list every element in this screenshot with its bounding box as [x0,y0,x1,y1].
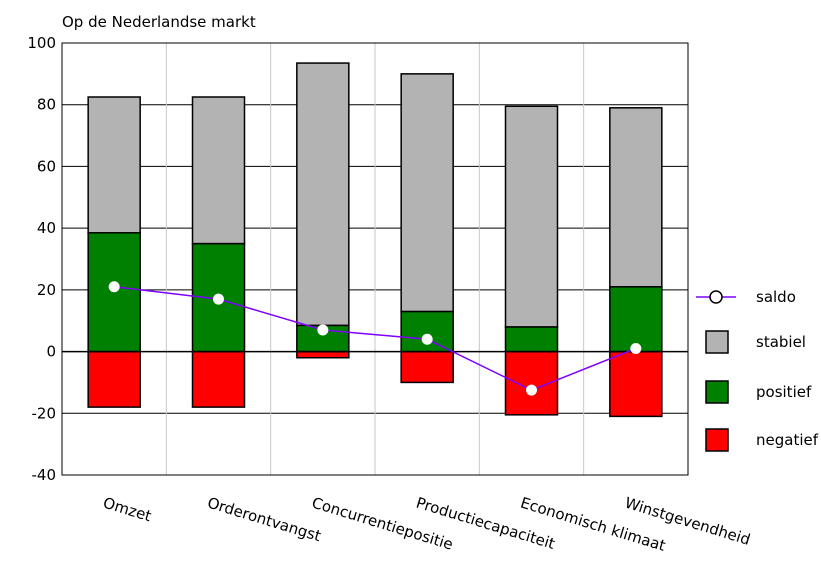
legend-label-stabiel: stabiel [756,333,806,351]
saldo-line [108,281,642,396]
bar-positief [609,286,663,353]
bar-stabiel [296,62,350,327]
y-tick-label: 60 [37,157,56,175]
y-tick-label: 100 [27,34,56,52]
chart-title: Op de Nederlandse markt [62,13,256,31]
x-axis-labels: Omzet OrderontvangstConcurrentiepositiePr… [101,494,752,555]
bar-negatief [400,350,454,384]
bar-stabiel [504,105,559,328]
legend-swatch-stabiel [705,330,729,354]
y-axis-ticks: 100 80 60 40 20 0 -20 -40 [27,34,56,484]
legend-swatch-negatief [705,428,729,452]
y-tick-label: 40 [37,219,56,237]
bar-stabiel [87,96,141,234]
legend-label-negatief: negatief [756,431,819,449]
saldo-polyline [114,286,637,391]
x-tick-label: Orderontvangst [205,494,323,546]
saldo-point [421,333,433,345]
bar-positief [504,326,559,353]
y-tick-label: 0 [46,343,56,361]
y-tick-label: -40 [32,466,57,484]
bar-stabiel [191,96,246,245]
saldo-point [526,384,537,396]
legend-label-saldo: saldo [756,288,796,306]
saldo-point [630,342,642,354]
saldo-point [317,324,329,336]
legend-label-positief: positief [756,383,812,401]
saldo-point [213,293,224,305]
bar-negatief [609,350,663,418]
bar-stabiel [609,107,663,288]
legend-swatch-positief [705,380,729,404]
bar-negatief [191,350,246,408]
y-tick-label: -20 [32,404,57,422]
y-tick-label: 80 [37,96,56,114]
x-tick-label: Omzet [101,494,154,526]
grid [62,43,688,475]
bars [87,62,663,418]
bar-negatief [87,350,141,408]
saldo-point [108,281,120,293]
legend-line-marker [709,290,723,304]
legend: saldo stabiel positief negatief [696,288,819,452]
y-tick-label: 20 [37,281,56,299]
bar-positief [400,310,454,353]
bar-stabiel [400,73,454,313]
plot-frame [61,42,689,476]
bar-negatief [296,350,350,359]
